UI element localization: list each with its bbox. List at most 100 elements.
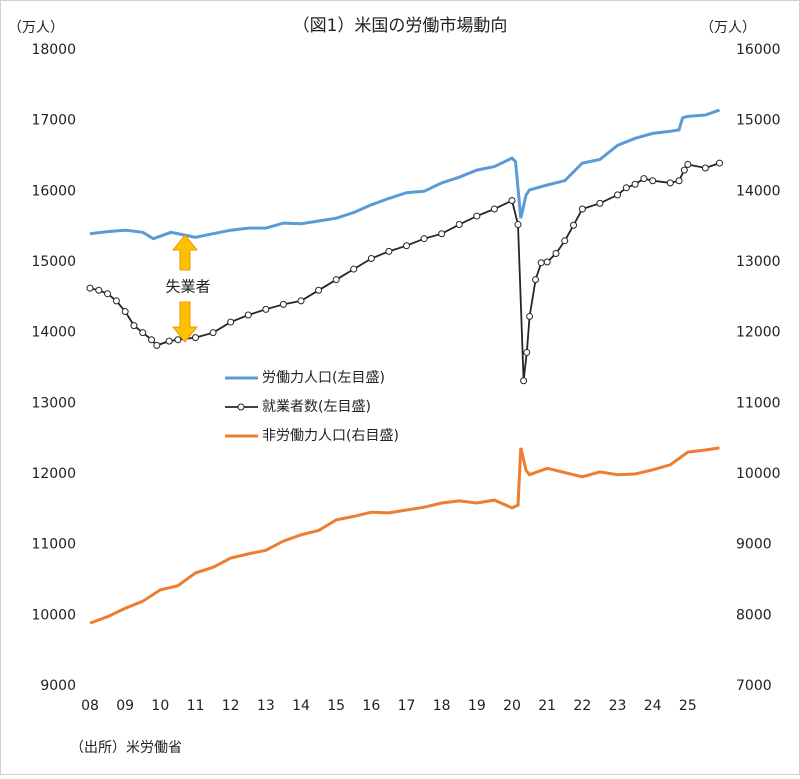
arrow-up [171, 234, 199, 271]
y-tick-label: 12000 [31, 466, 76, 482]
y2-tick-label: 12000 [736, 325, 781, 341]
y-tick-label: 17000 [31, 113, 76, 129]
y2-tick-label: 14000 [736, 183, 781, 199]
point [701, 164, 709, 172]
point [315, 286, 323, 294]
y2-tick-label: 8000 [736, 607, 772, 623]
y-tick-label: 18000 [31, 42, 76, 58]
point [684, 160, 692, 168]
point [520, 377, 528, 385]
point [244, 311, 252, 319]
x-tick-label: 20 [503, 698, 521, 714]
legend-marker [237, 403, 245, 411]
y2-tick-label: 11000 [736, 395, 781, 411]
x-tick-label: 23 [609, 698, 627, 714]
point [455, 221, 463, 229]
point [523, 348, 531, 356]
legend-label: 労働力人口(左目盛) [262, 370, 385, 386]
y2-tick-label: 10000 [736, 466, 781, 482]
x-tick-label: 19 [468, 698, 486, 714]
y2-tick-label: 15000 [736, 113, 781, 129]
x-tick-label: 12 [222, 698, 240, 714]
point [715, 159, 723, 167]
source: （出所）米労働省 [70, 740, 182, 756]
point [675, 177, 683, 185]
point [473, 212, 481, 220]
point [209, 329, 217, 337]
point [95, 286, 103, 294]
point [112, 297, 120, 305]
chart-title: （図1）米国の労働市場動向 [293, 16, 508, 36]
x-tick-label: 13 [257, 698, 275, 714]
point [561, 237, 569, 245]
point [385, 247, 393, 255]
point [438, 230, 446, 238]
x-tick-label: 15 [327, 698, 345, 714]
x-tick-label: 11 [187, 698, 205, 714]
y2-tick-label: 9000 [736, 537, 772, 553]
y-tick-label: 13000 [31, 395, 76, 411]
point [153, 341, 161, 349]
legend: 労働力人口(左目盛) 就業者数(左目盛) 非労働力人口(右目盛) [225, 370, 399, 444]
x-tick-label: 16 [362, 698, 380, 714]
point [350, 265, 358, 273]
y-tick-label: 9000 [40, 678, 76, 694]
point [514, 221, 522, 229]
x-tick-label: 08 [81, 698, 99, 714]
x-tick-label: 18 [433, 698, 451, 714]
point [165, 337, 173, 345]
point [508, 197, 516, 205]
x-tick-label: 24 [644, 698, 662, 714]
legend-box [178, 363, 418, 451]
legend-label: 非労働力人口(右目盛) [262, 428, 399, 444]
x-tick-label: 14 [292, 698, 310, 714]
point [332, 276, 340, 284]
y-tick-label: 10000 [31, 607, 76, 623]
y2-tick-label: 16000 [736, 42, 781, 58]
x-tick-label: 09 [116, 698, 134, 714]
x-tick-label: 25 [679, 698, 697, 714]
point [666, 179, 674, 187]
y2-tick-label: 13000 [736, 254, 781, 270]
plot: 9000 10000 11000 12000 13000 14000 15000 16000 1… [31, 42, 780, 714]
point [227, 318, 235, 326]
legend-label: 就業者数(左目盛) [262, 399, 371, 415]
point [680, 166, 688, 174]
annotation: 失業者 [165, 234, 211, 343]
point [631, 180, 639, 188]
series-line [89, 446, 720, 625]
point [578, 205, 586, 213]
point [279, 300, 287, 308]
point [537, 259, 545, 267]
point [532, 276, 540, 284]
y2-tick-label: 7000 [736, 678, 772, 694]
point [148, 336, 156, 344]
point [420, 235, 428, 243]
point [130, 322, 138, 330]
point [526, 312, 534, 320]
point [403, 242, 410, 250]
point [570, 221, 578, 229]
y-tick-label: 14000 [31, 325, 76, 341]
arrow-down [171, 301, 199, 343]
y-tick-label: 15000 [31, 254, 76, 270]
point [640, 175, 648, 183]
point [104, 290, 112, 298]
point [622, 184, 630, 192]
point [297, 297, 305, 305]
x-tick-label: 21 [538, 698, 556, 714]
annotation-text: 失業者 [165, 278, 210, 296]
point [121, 307, 129, 315]
y-tick-label: 11000 [31, 537, 76, 553]
x-tick-label: 22 [573, 698, 591, 714]
point [596, 199, 604, 207]
point [262, 305, 270, 313]
y-unit: （万人） [8, 20, 64, 36]
point [174, 336, 182, 344]
x-tick-label: 17 [398, 698, 416, 714]
point [192, 334, 199, 342]
point [552, 250, 560, 258]
point [543, 258, 551, 266]
point [614, 191, 621, 199]
